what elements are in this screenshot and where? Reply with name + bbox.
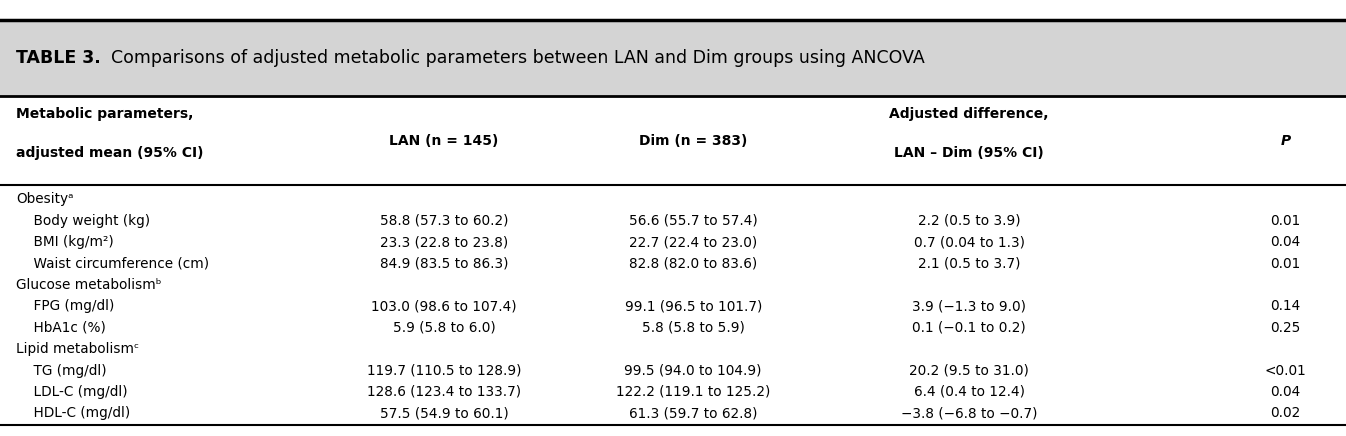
Text: 61.3 (59.7 to 62.8): 61.3 (59.7 to 62.8): [629, 406, 758, 420]
Text: HbA1c (%): HbA1c (%): [16, 321, 106, 335]
Text: 103.0 (98.6 to 107.4): 103.0 (98.6 to 107.4): [371, 299, 517, 313]
Text: 20.2 (9.5 to 31.0): 20.2 (9.5 to 31.0): [909, 364, 1030, 378]
Text: LAN (n = 145): LAN (n = 145): [389, 133, 499, 148]
Text: 82.8 (82.0 to 83.6): 82.8 (82.0 to 83.6): [629, 256, 758, 270]
Text: −3.8 (−6.8 to −0.7): −3.8 (−6.8 to −0.7): [900, 406, 1038, 420]
Text: Comparisons of adjusted metabolic parameters between LAN and Dim groups using AN: Comparisons of adjusted metabolic parame…: [100, 49, 925, 67]
Text: LAN – Dim (95% CI): LAN – Dim (95% CI): [894, 146, 1044, 160]
Text: Dim (n = 383): Dim (n = 383): [639, 133, 747, 148]
Text: 2.2 (0.5 to 3.9): 2.2 (0.5 to 3.9): [918, 214, 1020, 228]
Text: 0.01: 0.01: [1271, 214, 1300, 228]
Text: Obesityᵃ: Obesityᵃ: [16, 192, 74, 206]
Text: HDL-C (mg/dl): HDL-C (mg/dl): [16, 406, 131, 420]
Text: Glucose metabolismᵇ: Glucose metabolismᵇ: [16, 278, 162, 292]
Text: 6.4 (0.4 to 12.4): 6.4 (0.4 to 12.4): [914, 385, 1024, 399]
Text: BMI (kg/m²): BMI (kg/m²): [16, 235, 114, 249]
Text: 57.5 (54.9 to 60.1): 57.5 (54.9 to 60.1): [380, 406, 509, 420]
Text: <0.01: <0.01: [1264, 364, 1307, 378]
Text: TG (mg/dl): TG (mg/dl): [16, 364, 106, 378]
Text: Lipid metabolismᶜ: Lipid metabolismᶜ: [16, 342, 139, 356]
Text: 128.6 (123.4 to 133.7): 128.6 (123.4 to 133.7): [367, 385, 521, 399]
Text: P: P: [1280, 133, 1291, 148]
Text: 0.04: 0.04: [1271, 385, 1300, 399]
Text: 0.02: 0.02: [1271, 406, 1300, 420]
Text: Metabolic parameters,: Metabolic parameters,: [16, 107, 194, 121]
Text: FPG (mg/dl): FPG (mg/dl): [16, 299, 114, 313]
Text: 56.6 (55.7 to 57.4): 56.6 (55.7 to 57.4): [629, 214, 758, 228]
Text: 5.8 (5.8 to 5.9): 5.8 (5.8 to 5.9): [642, 321, 744, 335]
Text: TABLE 3.: TABLE 3.: [16, 49, 101, 67]
Text: 99.1 (96.5 to 101.7): 99.1 (96.5 to 101.7): [625, 299, 762, 313]
Text: 84.9 (83.5 to 86.3): 84.9 (83.5 to 86.3): [380, 256, 509, 270]
Text: 0.25: 0.25: [1271, 321, 1300, 335]
Bar: [0, 20, 1346, 96]
Text: 0.14: 0.14: [1271, 299, 1300, 313]
Text: 5.9 (5.8 to 6.0): 5.9 (5.8 to 6.0): [393, 321, 495, 335]
Text: 99.5 (94.0 to 104.9): 99.5 (94.0 to 104.9): [625, 364, 762, 378]
Text: 2.1 (0.5 to 3.7): 2.1 (0.5 to 3.7): [918, 256, 1020, 270]
Text: 0.04: 0.04: [1271, 235, 1300, 249]
Text: 119.7 (110.5 to 128.9): 119.7 (110.5 to 128.9): [367, 364, 521, 378]
Text: Waist circumference (cm): Waist circumference (cm): [16, 256, 209, 270]
Text: adjusted mean (95% CI): adjusted mean (95% CI): [16, 146, 203, 160]
Text: 122.2 (119.1 to 125.2): 122.2 (119.1 to 125.2): [616, 385, 770, 399]
Text: LDL-C (mg/dl): LDL-C (mg/dl): [16, 385, 128, 399]
Text: 23.3 (22.8 to 23.8): 23.3 (22.8 to 23.8): [380, 235, 509, 249]
Text: Body weight (kg): Body weight (kg): [16, 214, 151, 228]
Text: 3.9 (−1.3 to 9.0): 3.9 (−1.3 to 9.0): [913, 299, 1026, 313]
Text: 0.1 (−0.1 to 0.2): 0.1 (−0.1 to 0.2): [913, 321, 1026, 335]
Text: 0.7 (0.04 to 1.3): 0.7 (0.04 to 1.3): [914, 235, 1024, 249]
Text: 58.8 (57.3 to 60.2): 58.8 (57.3 to 60.2): [380, 214, 509, 228]
Text: 22.7 (22.4 to 23.0): 22.7 (22.4 to 23.0): [629, 235, 758, 249]
Text: 0.01: 0.01: [1271, 256, 1300, 270]
Text: Adjusted difference,: Adjusted difference,: [890, 107, 1049, 121]
